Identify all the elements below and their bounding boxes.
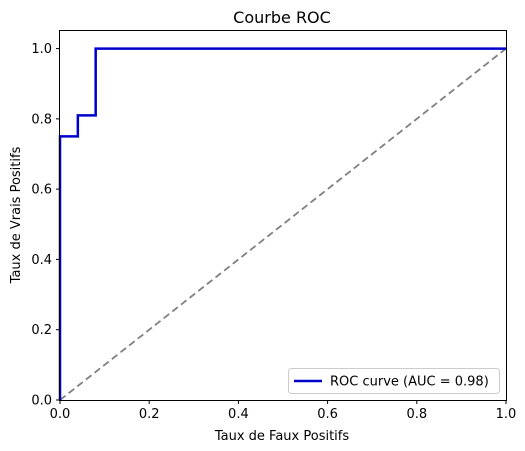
diagonal-reference-line bbox=[59, 47, 507, 401]
ticks-layer: 0.0 0.2 0.4 0.6 0.8 1.0 0.0 0.2 0.4 0.6 0.8 1.0 bbox=[31, 42, 516, 422]
y-tick-label: 0.4 bbox=[31, 253, 52, 268]
plot-frame bbox=[59, 30, 507, 401]
chart-title: Courbe ROC bbox=[233, 8, 331, 27]
y-tick-label: 0.8 bbox=[31, 112, 52, 127]
legend: ROC curve (AUC = 0.98) bbox=[288, 368, 500, 394]
x-tick-label: 0.8 bbox=[406, 407, 427, 422]
x-tick-label: 0.6 bbox=[317, 407, 338, 422]
x-axis-label: Taux de Faux Positifs bbox=[214, 429, 350, 444]
x-tick-label: 0.0 bbox=[50, 407, 71, 422]
x-tick-label: 0.2 bbox=[139, 407, 160, 422]
legend-box bbox=[288, 368, 500, 394]
x-tick-label: 1.0 bbox=[496, 407, 517, 422]
y-tick-label: 0.0 bbox=[31, 394, 52, 409]
y-tick-label: 0.6 bbox=[31, 183, 52, 198]
y-tick-label: 0.2 bbox=[31, 323, 52, 338]
y-tick-label: 1.0 bbox=[31, 42, 52, 57]
y-axis-label: Taux de Vrais Positifs bbox=[9, 146, 24, 284]
legend-roc-label: ROC curve (AUC = 0.98) bbox=[330, 375, 489, 390]
x-tick-label: 0.4 bbox=[228, 407, 249, 422]
